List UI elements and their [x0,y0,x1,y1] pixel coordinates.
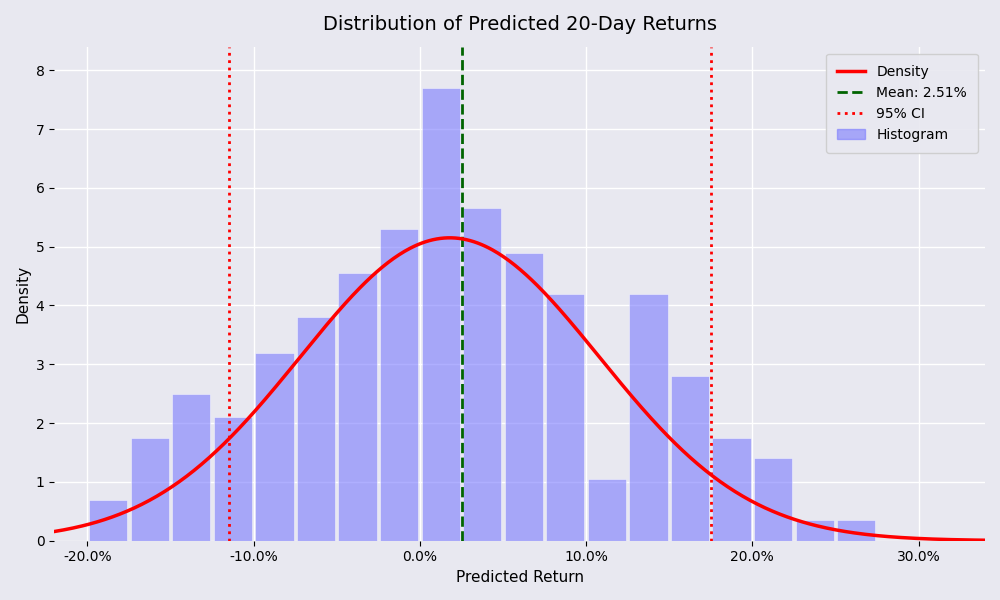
X-axis label: Predicted Return: Predicted Return [456,570,584,585]
Bar [796,520,834,541]
Bar [837,520,875,541]
Bar [463,208,501,541]
Bar [505,253,543,541]
Line: Density: Density [54,238,985,540]
Density [48,528,60,535]
95% CI [223,537,235,544]
Bar [380,229,418,541]
Title: Distribution of Predicted 20-Day Returns: Distribution of Predicted 20-Day Returns [323,15,717,34]
Density [498,253,510,260]
Bar [297,317,335,541]
Density [813,523,825,530]
Density [979,536,991,544]
Bar [671,376,709,541]
Density [604,367,616,374]
Bar [172,394,210,541]
Mean: 2.51%: (0.0251, 0): 2.51%: (0.0251, 0) [456,537,468,544]
Bar [89,500,127,541]
Bar [629,293,668,541]
95% CI [223,478,235,485]
Density [554,306,566,313]
Y-axis label: Density: Density [15,265,30,323]
Density [492,250,504,257]
Density [958,536,970,544]
Bar [588,479,626,541]
Bar [546,293,584,541]
Bar [754,458,792,541]
Bar [338,273,377,541]
Bar [214,417,252,541]
Density [444,234,456,241]
Bar [255,353,294,541]
Bar [422,88,460,541]
Legend: Density, Mean: 2.51%, 95% CI, Histogram: Density, Mean: 2.51%, 95% CI, Histogram [826,53,978,152]
Bar [131,438,169,541]
Bar [712,438,751,541]
Mean: 2.51%: (0.0251, 1): 2.51%: (0.0251, 1) [456,478,468,485]
